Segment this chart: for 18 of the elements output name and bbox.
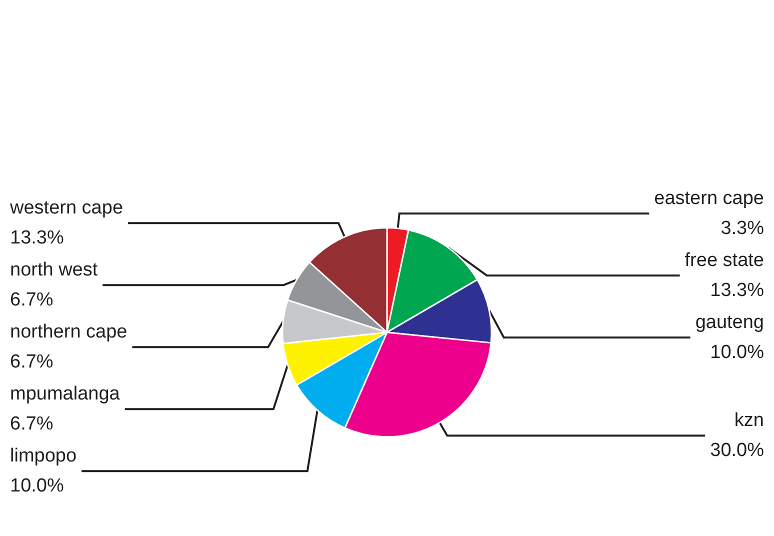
data-label: 6.7% [10, 352, 54, 373]
slice-label: western cape [9, 198, 124, 219]
slice-label: mpumalanga [10, 384, 120, 405]
data-label: 10.0% [710, 342, 764, 363]
data-label: 10.0% [10, 476, 64, 497]
slice-label: limpopo [10, 446, 77, 467]
data-label: 3.3% [720, 218, 764, 239]
data-label: 6.7% [10, 290, 54, 311]
slice-label: north west [10, 260, 98, 281]
data-label: 13.3% [710, 280, 764, 301]
slice-label: free state [684, 250, 764, 271]
slice-label: eastern cape [654, 188, 764, 209]
data-label: 30.0% [710, 440, 764, 462]
data-label: 6.7% [10, 414, 54, 435]
slice-label: kzn [734, 410, 764, 432]
slice-label: northern cape [10, 322, 128, 343]
data-label: 13.3% [10, 228, 64, 249]
slice-label: gauteng [695, 312, 764, 333]
